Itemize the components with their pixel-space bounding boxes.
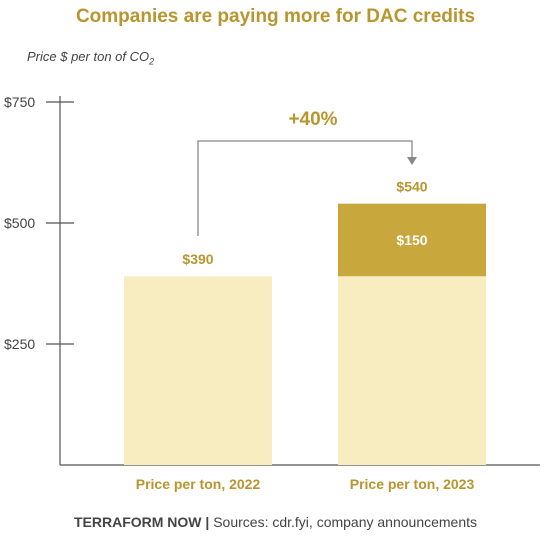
total-label: $540 — [396, 179, 427, 195]
bar-segment — [124, 276, 272, 465]
footer-brand: TERRAFORM NOW | — [73, 514, 210, 530]
bar-segment — [338, 203, 486, 277]
y-tick-label: $500 — [4, 215, 35, 231]
annotation-label: +40% — [288, 109, 337, 130]
total-label: $390 — [182, 251, 213, 267]
y-tick-label: $750 — [4, 94, 35, 110]
category-label: Price per ton, 2023 — [350, 476, 475, 492]
subtitle-subscript: 2 — [149, 56, 155, 67]
annotation-bracket — [197, 140, 413, 236]
footer: TERRAFORM NOW | Sources: cdr.fyi, compan… — [0, 514, 551, 530]
subtitle-text: Price $ per ton of CO — [27, 49, 150, 64]
bar-segment — [338, 276, 486, 465]
annotation-arrowhead — [407, 157, 417, 165]
segment-label: $150 — [396, 232, 427, 248]
footer-source: Sources: cdr.fyi, company announcements — [209, 514, 478, 530]
category-label: Price per ton, 2022 — [136, 476, 261, 492]
y-axis-subtitle: Price $ per ton of CO2 — [27, 49, 154, 67]
chart-title: Companies are paying more for DAC credit… — [75, 6, 476, 27]
y-tick-label: $250 — [4, 336, 35, 352]
